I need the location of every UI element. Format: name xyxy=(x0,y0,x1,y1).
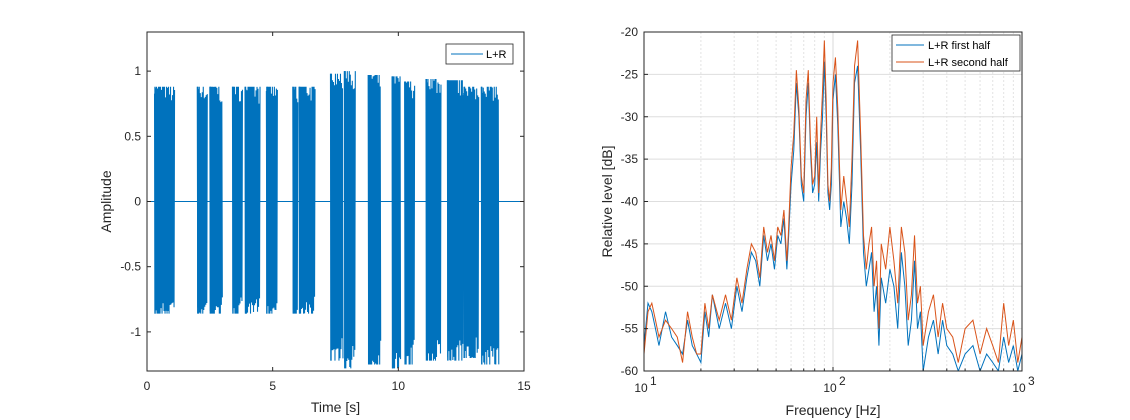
amplitude-burst-3 xyxy=(209,86,223,314)
spectrum-xlabel: Frequency [Hz] xyxy=(786,402,881,418)
amplitude-xtick-label: 0 xyxy=(144,379,151,393)
spectrum-tick-group: 10 1 10 2 10 3-20-25-30-35-40-45-50-55-60 xyxy=(621,25,1035,395)
amplitude-ytick-label: 0.5 xyxy=(124,129,141,143)
amplitude-burst-13 xyxy=(404,81,416,365)
amplitude-burst-17 xyxy=(480,86,500,365)
spectrum-legend-box xyxy=(891,34,1021,72)
spectrum-line-second-half xyxy=(644,40,1022,363)
amplitude-plot: 0 5 10 15 1 0.5 0 -0.5 -1 Time [s] Amplitude L+R xyxy=(98,31,531,415)
spectrum-xtick-exponent: 2 xyxy=(839,374,846,388)
amplitude-tick-group: 0 5 10 15 1 0.5 0 -0.5 -1 xyxy=(120,32,531,393)
spectrum-ylabel: Relative level [dB] xyxy=(599,145,615,257)
spectrum-ytick-label: -50 xyxy=(621,279,639,293)
spectrum-line-first-half xyxy=(644,61,1022,371)
amplitude-ytick-label: -1 xyxy=(130,325,141,339)
spectrum-xtick-label: 10 xyxy=(823,381,837,395)
amplitude-xlabel: Time [s] xyxy=(311,399,360,415)
spectrum-xtick-label: 10 xyxy=(1012,381,1026,395)
legend-label-lr: L+R xyxy=(486,49,507,61)
spectrum-ytick-label: -60 xyxy=(621,364,639,378)
spectrum-xtick-exponent: 3 xyxy=(1028,374,1035,388)
amplitude-burst-14 xyxy=(425,78,442,361)
spectrum-series-group xyxy=(644,40,1022,371)
amplitude-burst-15 xyxy=(446,80,464,361)
amplitude-burst-12 xyxy=(391,76,402,369)
amplitude-ytick-label: 0 xyxy=(134,195,141,209)
spectrum-ytick-label: -25 xyxy=(621,67,639,81)
amplitude-legend: L+R xyxy=(445,43,514,65)
legend-label-second-half: L+R second half xyxy=(928,57,1009,69)
spectrum-xtick-label: 10 xyxy=(634,381,648,395)
amplitude-burst-9 xyxy=(329,73,344,361)
spectrum-ytick-label: -35 xyxy=(621,152,639,166)
amplitude-ytick-label: 1 xyxy=(134,64,141,78)
amplitude-ytick-label: -0.5 xyxy=(120,260,141,274)
spectrum-ytick-label: -20 xyxy=(621,25,639,39)
amplitude-series-group xyxy=(147,71,524,369)
amplitude-burst-4 xyxy=(231,86,243,314)
amplitude-burst-16 xyxy=(463,86,480,358)
amplitude-ylabel: Amplitude xyxy=(98,170,114,232)
spectrum-xtick-exponent: 1 xyxy=(650,374,657,388)
spectrum-plot: 10 1 10 2 10 3-20-25-30-35-40-45-50-55-60 Fre… xyxy=(599,25,1035,418)
amplitude-xtick-label: 15 xyxy=(517,379,531,393)
amplitude-xtick-label: 5 xyxy=(269,379,276,393)
spectrum-ytick-label: -45 xyxy=(621,237,639,251)
amplitude-burst-6 xyxy=(265,86,278,314)
legend-label-first-half: L+R first half xyxy=(928,40,991,52)
spectrum-ytick-label: -55 xyxy=(621,322,639,336)
amplitude-burst-1 xyxy=(153,86,176,314)
amplitude-burst-5 xyxy=(244,86,261,314)
amplitude-burst-8 xyxy=(298,86,316,314)
spectrum-legend: L+R first half L+R second half xyxy=(891,34,1021,72)
amplitude-xtick-label: 10 xyxy=(392,379,406,393)
spectrum-ytick-label: -30 xyxy=(621,110,639,124)
amplitude-burst-2 xyxy=(196,86,208,314)
amplitude-burst-11 xyxy=(367,75,382,365)
spectrum-ytick-label: -40 xyxy=(621,195,639,209)
spectrum-grid xyxy=(643,31,1023,372)
amplitude-burst-10 xyxy=(343,71,356,369)
